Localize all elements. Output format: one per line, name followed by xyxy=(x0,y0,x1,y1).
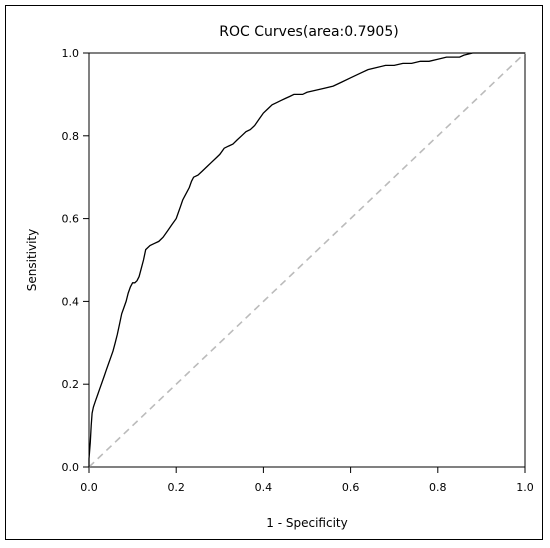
y-tick-label: 1.0 xyxy=(62,47,80,60)
x-tick-label: 1.0 xyxy=(516,481,534,494)
x-tick-label: 0.0 xyxy=(80,481,98,494)
y-axis-label: Sensitivity xyxy=(25,229,39,291)
y-tick-label: 0.4 xyxy=(62,295,80,308)
y-tick-label: 0.8 xyxy=(62,130,80,143)
plot-area xyxy=(88,52,526,468)
y-tick-label: 0.2 xyxy=(62,378,80,391)
x-tick-label: 0.6 xyxy=(342,481,360,494)
roc-curve-layer xyxy=(88,52,525,467)
reference-line-layer xyxy=(88,52,526,468)
y-tick-label: 0.6 xyxy=(62,213,80,226)
x-axis: 0.0 0.2 0.4 0.6 0.8 1.0 xyxy=(80,467,534,494)
y-tick-label: 0.0 xyxy=(62,461,80,474)
roc-curve-line xyxy=(88,52,525,467)
reference-diagonal-line xyxy=(88,52,526,468)
x-tick-label: 0.8 xyxy=(429,481,447,494)
chart-frame xyxy=(5,5,543,540)
x-tick-label: 0.2 xyxy=(167,481,185,494)
x-axis-label: 1 - Specificity xyxy=(266,516,347,530)
x-tick-label: 0.4 xyxy=(255,481,273,494)
chart-title: ROC Curves(area:0.7905) xyxy=(219,24,398,40)
y-axis: 0.0 0.2 0.4 0.6 0.8 1.0 xyxy=(62,47,89,474)
